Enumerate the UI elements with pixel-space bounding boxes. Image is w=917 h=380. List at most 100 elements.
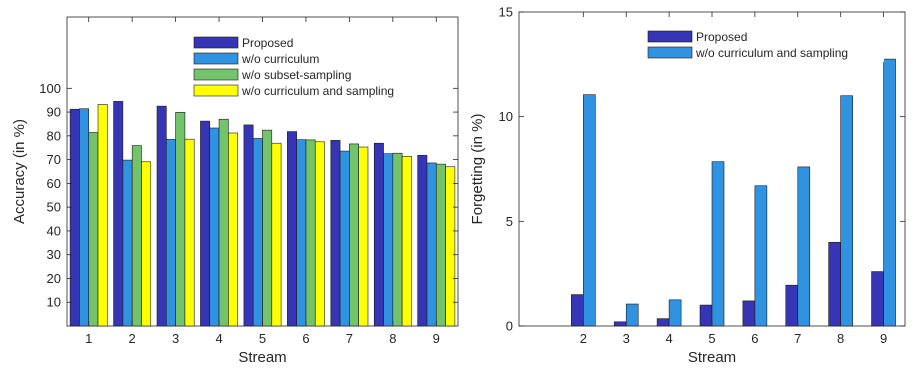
bar-proposed-9	[417, 155, 428, 327]
legend-label: w/o curriculum	[241, 52, 319, 66]
legend-swatch	[193, 84, 239, 97]
x-tick-label: 4	[215, 331, 222, 346]
bar-w-o-curriculum-and-sampling-5	[271, 142, 282, 327]
legend-label: Proposed	[242, 36, 293, 50]
bar-w-o-curriculum-5	[252, 138, 263, 327]
bar-w-o-subset-sampling-8	[392, 152, 403, 327]
bar-w-o-curriculum-and-sampling-4	[228, 132, 238, 327]
bar-proposed-7	[330, 140, 341, 327]
y-tick-label: 40	[47, 223, 61, 238]
bar-w-o-subset-sampling-6	[305, 139, 316, 327]
bar-w-o-curriculum-and-sampling-5	[711, 161, 725, 327]
bar-w-o-subset-sampling-5	[262, 129, 273, 327]
y-tick-label: 100	[39, 81, 61, 96]
bar-w-o-curriculum-and-sampling-3	[625, 303, 639, 327]
x-tick-label: 5	[708, 331, 715, 346]
x-tick-label: 9	[433, 331, 440, 346]
y-tick-label: 20	[47, 271, 61, 286]
legend-swatch	[647, 46, 693, 59]
y-tick-label: 60	[47, 176, 61, 191]
bar-w-o-subset-sampling-9	[435, 163, 446, 327]
x-tick-label: 5	[259, 331, 266, 346]
y-tick-label: 15	[499, 5, 513, 20]
x-tick-label: 3	[623, 331, 630, 346]
accuracy-legend: Proposed w/o curriculum w/o subset-samplin…	[190, 32, 430, 100]
accuracy-axes: 10 20 30 40 50 60 70 80 90 100 1 2 3 4 5 6 7 8 9	[39, 17, 458, 346]
bar-w-o-curriculum-and-sampling-3	[184, 138, 195, 327]
bar-proposed-2	[571, 294, 584, 327]
bar-w-o-curriculum-and-sampling-2	[583, 94, 596, 327]
legend-swatch	[193, 36, 239, 49]
bar-w-o-curriculum-6	[296, 139, 307, 327]
forgetting-bars	[571, 58, 896, 327]
accuracy-x-axis-label: Stream	[238, 349, 286, 366]
legend-label: Proposed	[696, 30, 747, 44]
legend-swatch	[647, 30, 693, 43]
y-tick-label: 50	[47, 200, 61, 215]
y-tick-label: 80	[47, 128, 61, 143]
bar-w-o-curriculum-9	[426, 162, 437, 327]
bar-w-o-curriculum-and-sampling-4	[668, 299, 682, 327]
x-tick-label: 1	[85, 331, 92, 346]
bar-w-o-curriculum-and-sampling-1	[97, 104, 108, 327]
bar-proposed-3	[156, 105, 167, 327]
accuracy-chart: 10 20 30 40 50 60 70 80 90 100 1 2 3 4 5 6 7 8 9 Stream Ac…	[11, 16, 459, 366]
x-tick-label: 6	[751, 331, 758, 346]
accuracy-y-axis-label: Accuracy (in %)	[11, 119, 28, 224]
bar-w-o-curriculum-1	[79, 108, 90, 327]
bar-w-o-subset-sampling-2	[131, 145, 142, 327]
bar-proposed-6	[287, 131, 297, 327]
bar-w-o-curriculum-and-sampling-6	[314, 141, 325, 327]
legend-label: w/o subset-sampling	[241, 68, 351, 82]
bar-proposed-4	[656, 318, 670, 327]
y-tick-label: 70	[47, 152, 61, 167]
y-tick-label: 10	[47, 295, 61, 310]
legend-swatch	[193, 52, 239, 65]
accuracy-bars	[69, 101, 456, 327]
bar-proposed-9	[871, 271, 884, 327]
bar-proposed-2	[113, 101, 124, 327]
bar-w-o-curriculum-and-sampling-9	[883, 58, 896, 327]
bar-w-o-curriculum-8	[383, 153, 394, 327]
bar-w-o-subset-sampling-7	[349, 143, 359, 327]
bar-proposed-3	[613, 321, 627, 327]
bar-w-o-curriculum-and-sampling-2	[141, 161, 152, 327]
bar-w-o-curriculum-and-sampling-9	[445, 166, 456, 327]
bar-proposed-4	[200, 120, 211, 327]
y-tick-label: 30	[47, 247, 61, 262]
bar-w-o-curriculum-and-sampling-8	[840, 95, 853, 327]
forgetting-legend: Proposed w/o curriculum and sampling	[644, 26, 884, 62]
legend-label: w/o curriculum and sampling	[695, 46, 848, 60]
bar-w-o-subset-sampling-4	[218, 118, 229, 327]
bar-w-o-curriculum-7	[339, 150, 350, 327]
bar-w-o-curriculum-3	[166, 139, 176, 327]
x-tick-label: 2	[129, 331, 136, 346]
x-tick-label: 4	[665, 331, 672, 346]
bar-proposed-1	[69, 108, 80, 327]
forgetting-axes: 0 5 10 15 2 3 4 5 6 7 8 9	[499, 5, 905, 346]
bar-proposed-8	[828, 241, 841, 327]
bar-proposed-6	[742, 300, 756, 327]
bar-proposed-7	[785, 284, 799, 327]
bar-w-o-subset-sampling-3	[175, 112, 186, 327]
x-tick-label: 8	[837, 331, 844, 346]
y-tick-label: 0	[506, 319, 513, 334]
x-tick-label: 6	[302, 331, 309, 346]
x-tick-label: 2	[580, 331, 587, 346]
x-tick-label: 9	[880, 331, 887, 346]
x-tick-label: 7	[346, 331, 353, 346]
forgetting-x-axis-label: Stream	[688, 349, 736, 366]
y-tick-label: 5	[506, 214, 513, 229]
y-tick-label: 90	[47, 105, 61, 120]
bar-proposed-8	[373, 142, 384, 327]
bar-proposed-5	[243, 124, 254, 327]
x-tick-label: 8	[389, 331, 396, 346]
bar-w-o-subset-sampling-1	[88, 132, 99, 327]
bar-w-o-curriculum-and-sampling-8	[401, 155, 412, 327]
bar-w-o-curriculum-and-sampling-7	[797, 166, 811, 327]
y-tick-label: 10	[499, 109, 513, 124]
bar-w-o-curriculum-2	[122, 159, 133, 327]
forgetting-y-axis-label: Forgetting (in %)	[469, 114, 486, 225]
